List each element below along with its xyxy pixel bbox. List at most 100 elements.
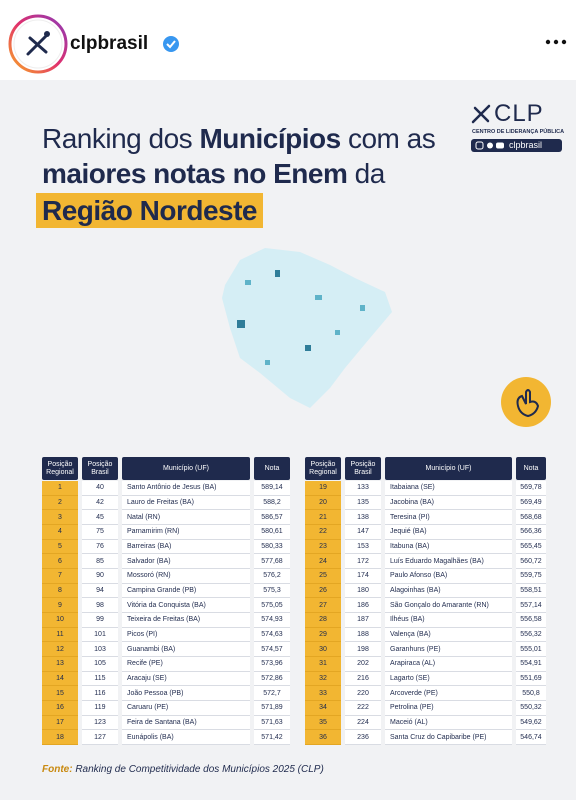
table-cell: 76	[82, 539, 118, 555]
table-cell: 576,2	[254, 569, 290, 584]
table-cell: 588,2	[254, 495, 290, 511]
table-cell: 21	[305, 510, 341, 525]
column-header: Município (UF)	[385, 457, 512, 480]
table-row: 35 224 Maceió (AL) 549,62	[305, 715, 546, 731]
table-cell: 26	[305, 583, 341, 599]
table-cell: Teresina (PI)	[385, 510, 512, 525]
table-cell: 98	[82, 598, 118, 613]
table-cell: 99	[82, 613, 118, 628]
table-row: 26 180 Alagoinhas (BA) 558,51	[305, 583, 546, 599]
table-cell: 20	[305, 495, 341, 511]
table-cell: 5	[42, 539, 78, 555]
table-cell: 1	[42, 481, 78, 496]
table-cell: 12	[42, 642, 78, 657]
table-row: 32 216 Lagarto (SE) 551,69	[305, 671, 546, 687]
column-header: Município (UF)	[122, 457, 250, 480]
table-cell: 565,45	[516, 539, 546, 555]
table-cell: 574,57	[254, 642, 290, 657]
avatar[interactable]	[8, 14, 68, 74]
logo-name: CLP	[494, 100, 544, 127]
table-cell: 4	[42, 525, 78, 540]
table-cell: Teixeira de Freitas (BA)	[122, 613, 250, 628]
column-header: Posição Regional	[305, 457, 341, 480]
table-cell: 236	[345, 730, 381, 745]
table-cell: 172	[345, 554, 381, 569]
table-cell: 8	[42, 583, 78, 599]
table-cell: Arcoverde (PE)	[385, 686, 512, 701]
table-cell: 28	[305, 613, 341, 628]
table-cell: 119	[82, 701, 118, 716]
table-cell: 24	[305, 554, 341, 569]
table-row: 30 198 Garanhuns (PE) 555,01	[305, 642, 546, 657]
table-cell: 45	[82, 510, 118, 525]
table-cell: Salvador (BA)	[122, 554, 250, 569]
table-cell: 546,74	[516, 730, 546, 745]
table-row: 13 105 Recife (PE) 573,96	[42, 657, 290, 672]
table-row: 22 147 Jequié (BA) 566,36	[305, 525, 546, 540]
column-header: Posição Brasil	[345, 457, 381, 480]
table-cell: Vitória da Conquista (BA)	[122, 598, 250, 613]
table-cell: 101	[82, 627, 118, 643]
table-cell: Petrolina (PE)	[385, 701, 512, 716]
table-cell: 222	[345, 701, 381, 716]
table-cell: 566,36	[516, 525, 546, 540]
table-cell: 116	[82, 686, 118, 701]
table-row: 11 101 Picos (PI) 574,63	[42, 627, 290, 643]
table-row: 10 99 Teixeira de Freitas (BA) 574,93	[42, 613, 290, 628]
table-cell: 220	[345, 686, 381, 701]
table-cell: Valença (BA)	[385, 627, 512, 643]
post-header: clpbrasil	[0, 0, 576, 80]
table-cell: Itabuna (BA)	[385, 539, 512, 555]
table-cell: 13	[42, 657, 78, 672]
table-cell: 14	[42, 671, 78, 687]
table-cell: Campina Grande (PB)	[122, 583, 250, 599]
table-cell: 575,05	[254, 598, 290, 613]
table-row: 6 85 Salvador (BA) 577,68	[42, 554, 290, 569]
table-cell: Caruaru (PE)	[122, 701, 250, 716]
title-text: com as	[340, 123, 436, 154]
table-cell: João Pessoa (PB)	[122, 686, 250, 701]
table-cell: 23	[305, 539, 341, 555]
table-cell: Alagoinhas (BA)	[385, 583, 512, 599]
title-line: maiores notas no Enem da	[42, 158, 385, 190]
table-cell: 85	[82, 554, 118, 569]
table-cell: 555,01	[516, 642, 546, 657]
title-highlight: Região Nordeste	[36, 193, 263, 228]
table-cell: 572,7	[254, 686, 290, 701]
table-cell: 550,8	[516, 686, 546, 701]
source-label: Fonte:	[42, 764, 73, 775]
table-cell: Santa Cruz do Capibaribe (PE)	[385, 730, 512, 745]
table-cell: Parnamirim (RN)	[122, 525, 250, 540]
table-cell: Guanambi (BA)	[122, 642, 250, 657]
more-menu[interactable]	[544, 38, 570, 46]
table-cell: 133	[345, 481, 381, 496]
social-icons	[475, 141, 504, 150]
map	[222, 248, 392, 408]
table-cell: 580,33	[254, 539, 290, 555]
table-cell: 557,14	[516, 598, 546, 613]
table-cell: 90	[82, 569, 118, 584]
title-line: Ranking dos Municípios com as	[42, 123, 436, 155]
title-bold: maiores notas no Enem	[42, 158, 348, 189]
table-header: Posição Regional Posição Brasil Município …	[42, 457, 290, 480]
username[interactable]: clpbrasil	[70, 33, 149, 54]
table-cell: 36	[305, 730, 341, 745]
table-cell: 556,32	[516, 627, 546, 643]
table-row: 20 135 Jacobina (BA) 569,49	[305, 495, 546, 511]
source-text: Ranking de Competitividade dos Município…	[75, 764, 324, 775]
social-bar: clpbrasil	[471, 139, 562, 152]
table-cell: 115	[82, 671, 118, 687]
table-cell: 30	[305, 642, 341, 657]
post-image: CLP CENTRO DE LIDERANÇA PÚBLICA clpbrasi…	[0, 80, 576, 800]
table-row: 7 90 Mossoró (RN) 576,2	[42, 569, 290, 584]
table-row: 15 116 João Pessoa (PB) 572,7	[42, 686, 290, 701]
table-row: 24 172 Luís Eduardo Magalhães (BA) 560,72	[305, 554, 546, 569]
table-row: 4 75 Parnamirim (RN) 580,61	[42, 525, 290, 540]
table-cell: 42	[82, 495, 118, 511]
table-row: 36 236 Santa Cruz do Capibaribe (PE) 546,74	[305, 730, 546, 745]
table-cell: Santo Antônio de Jesus (BA)	[122, 481, 250, 496]
table-cell: 105	[82, 657, 118, 672]
table-cell: Barreiras (BA)	[122, 539, 250, 555]
swipe-icon[interactable]	[500, 376, 552, 428]
